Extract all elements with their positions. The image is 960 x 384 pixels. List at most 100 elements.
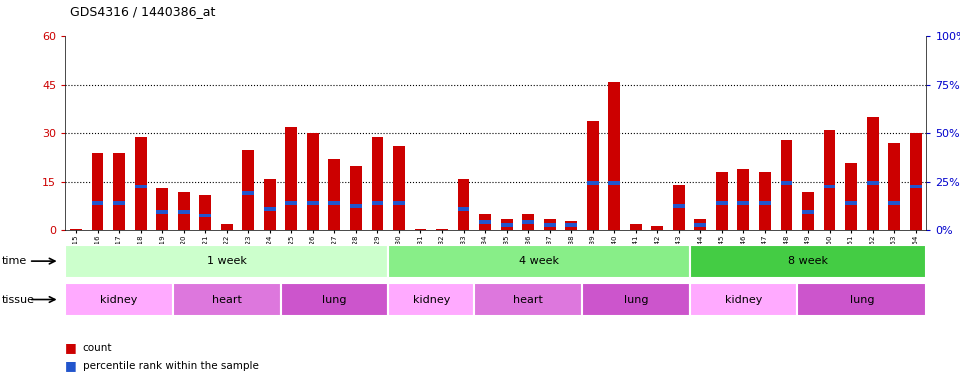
- Bar: [689, 283, 797, 316]
- Bar: [156, 189, 168, 230]
- Bar: [350, 204, 362, 208]
- Bar: [609, 82, 620, 230]
- Bar: [673, 185, 684, 230]
- Bar: [221, 224, 232, 230]
- Bar: [543, 223, 556, 227]
- Bar: [372, 201, 383, 205]
- Bar: [393, 201, 405, 205]
- Bar: [780, 181, 792, 185]
- Bar: [173, 283, 280, 316]
- Bar: [716, 201, 728, 205]
- Bar: [802, 192, 814, 230]
- Bar: [200, 195, 211, 230]
- Bar: [522, 214, 534, 230]
- Text: time: time: [2, 256, 27, 266]
- Text: lung: lung: [850, 295, 874, 305]
- Bar: [824, 184, 835, 189]
- Bar: [867, 117, 878, 230]
- Bar: [479, 214, 491, 230]
- Bar: [65, 283, 173, 316]
- Bar: [689, 245, 926, 278]
- Bar: [630, 224, 641, 230]
- Bar: [285, 201, 298, 205]
- Bar: [393, 146, 405, 230]
- Bar: [436, 229, 448, 230]
- Bar: [242, 191, 254, 195]
- Bar: [888, 143, 900, 230]
- Bar: [458, 179, 469, 230]
- Text: lung: lung: [624, 295, 648, 305]
- Text: ■: ■: [65, 341, 77, 354]
- Text: lung: lung: [323, 295, 347, 305]
- Bar: [867, 181, 878, 185]
- Bar: [501, 223, 513, 227]
- Bar: [91, 153, 104, 230]
- Bar: [285, 127, 298, 230]
- Bar: [65, 245, 388, 278]
- Bar: [780, 140, 792, 230]
- Bar: [694, 219, 707, 230]
- Text: kidney: kidney: [413, 295, 450, 305]
- Text: kidney: kidney: [725, 295, 762, 305]
- Bar: [737, 201, 750, 205]
- Bar: [372, 137, 383, 230]
- Text: 4 week: 4 week: [519, 256, 559, 266]
- Text: 8 week: 8 week: [788, 256, 828, 266]
- Bar: [479, 220, 491, 224]
- Bar: [845, 201, 857, 205]
- Text: tissue: tissue: [2, 295, 35, 305]
- Bar: [802, 210, 814, 214]
- Text: heart: heart: [514, 295, 543, 305]
- Bar: [200, 214, 211, 217]
- Bar: [582, 283, 689, 316]
- Bar: [888, 201, 900, 205]
- Text: GDS4316 / 1440386_at: GDS4316 / 1440386_at: [70, 5, 215, 18]
- Bar: [178, 210, 190, 214]
- Bar: [737, 169, 750, 230]
- Bar: [388, 245, 689, 278]
- Bar: [156, 210, 168, 214]
- Bar: [543, 219, 556, 230]
- Bar: [307, 201, 319, 205]
- Bar: [910, 184, 922, 189]
- Bar: [70, 229, 82, 230]
- Bar: [264, 179, 276, 230]
- Bar: [587, 121, 599, 230]
- Bar: [910, 134, 922, 230]
- Bar: [759, 172, 771, 230]
- Bar: [307, 134, 319, 230]
- Bar: [652, 225, 663, 230]
- Bar: [565, 223, 577, 227]
- Text: kidney: kidney: [101, 295, 138, 305]
- Bar: [458, 207, 469, 211]
- Bar: [797, 283, 926, 316]
- Bar: [501, 219, 513, 230]
- Bar: [91, 201, 104, 205]
- Bar: [350, 166, 362, 230]
- Bar: [522, 220, 534, 224]
- Bar: [134, 184, 147, 189]
- Bar: [587, 181, 599, 185]
- Bar: [264, 207, 276, 211]
- Bar: [694, 223, 707, 227]
- Bar: [716, 172, 728, 230]
- Bar: [565, 221, 577, 230]
- Text: percentile rank within the sample: percentile rank within the sample: [83, 361, 258, 371]
- Bar: [113, 153, 125, 230]
- Bar: [824, 130, 835, 230]
- Text: heart: heart: [212, 295, 242, 305]
- Bar: [609, 181, 620, 185]
- Text: count: count: [83, 343, 112, 353]
- Bar: [134, 137, 147, 230]
- Bar: [113, 201, 125, 205]
- Bar: [328, 201, 340, 205]
- Bar: [242, 150, 254, 230]
- Bar: [388, 283, 474, 316]
- Bar: [415, 229, 426, 230]
- Bar: [845, 162, 857, 230]
- Bar: [673, 204, 684, 208]
- Text: ■: ■: [65, 359, 77, 372]
- Text: 1 week: 1 week: [206, 256, 247, 266]
- Bar: [280, 283, 388, 316]
- Bar: [178, 192, 190, 230]
